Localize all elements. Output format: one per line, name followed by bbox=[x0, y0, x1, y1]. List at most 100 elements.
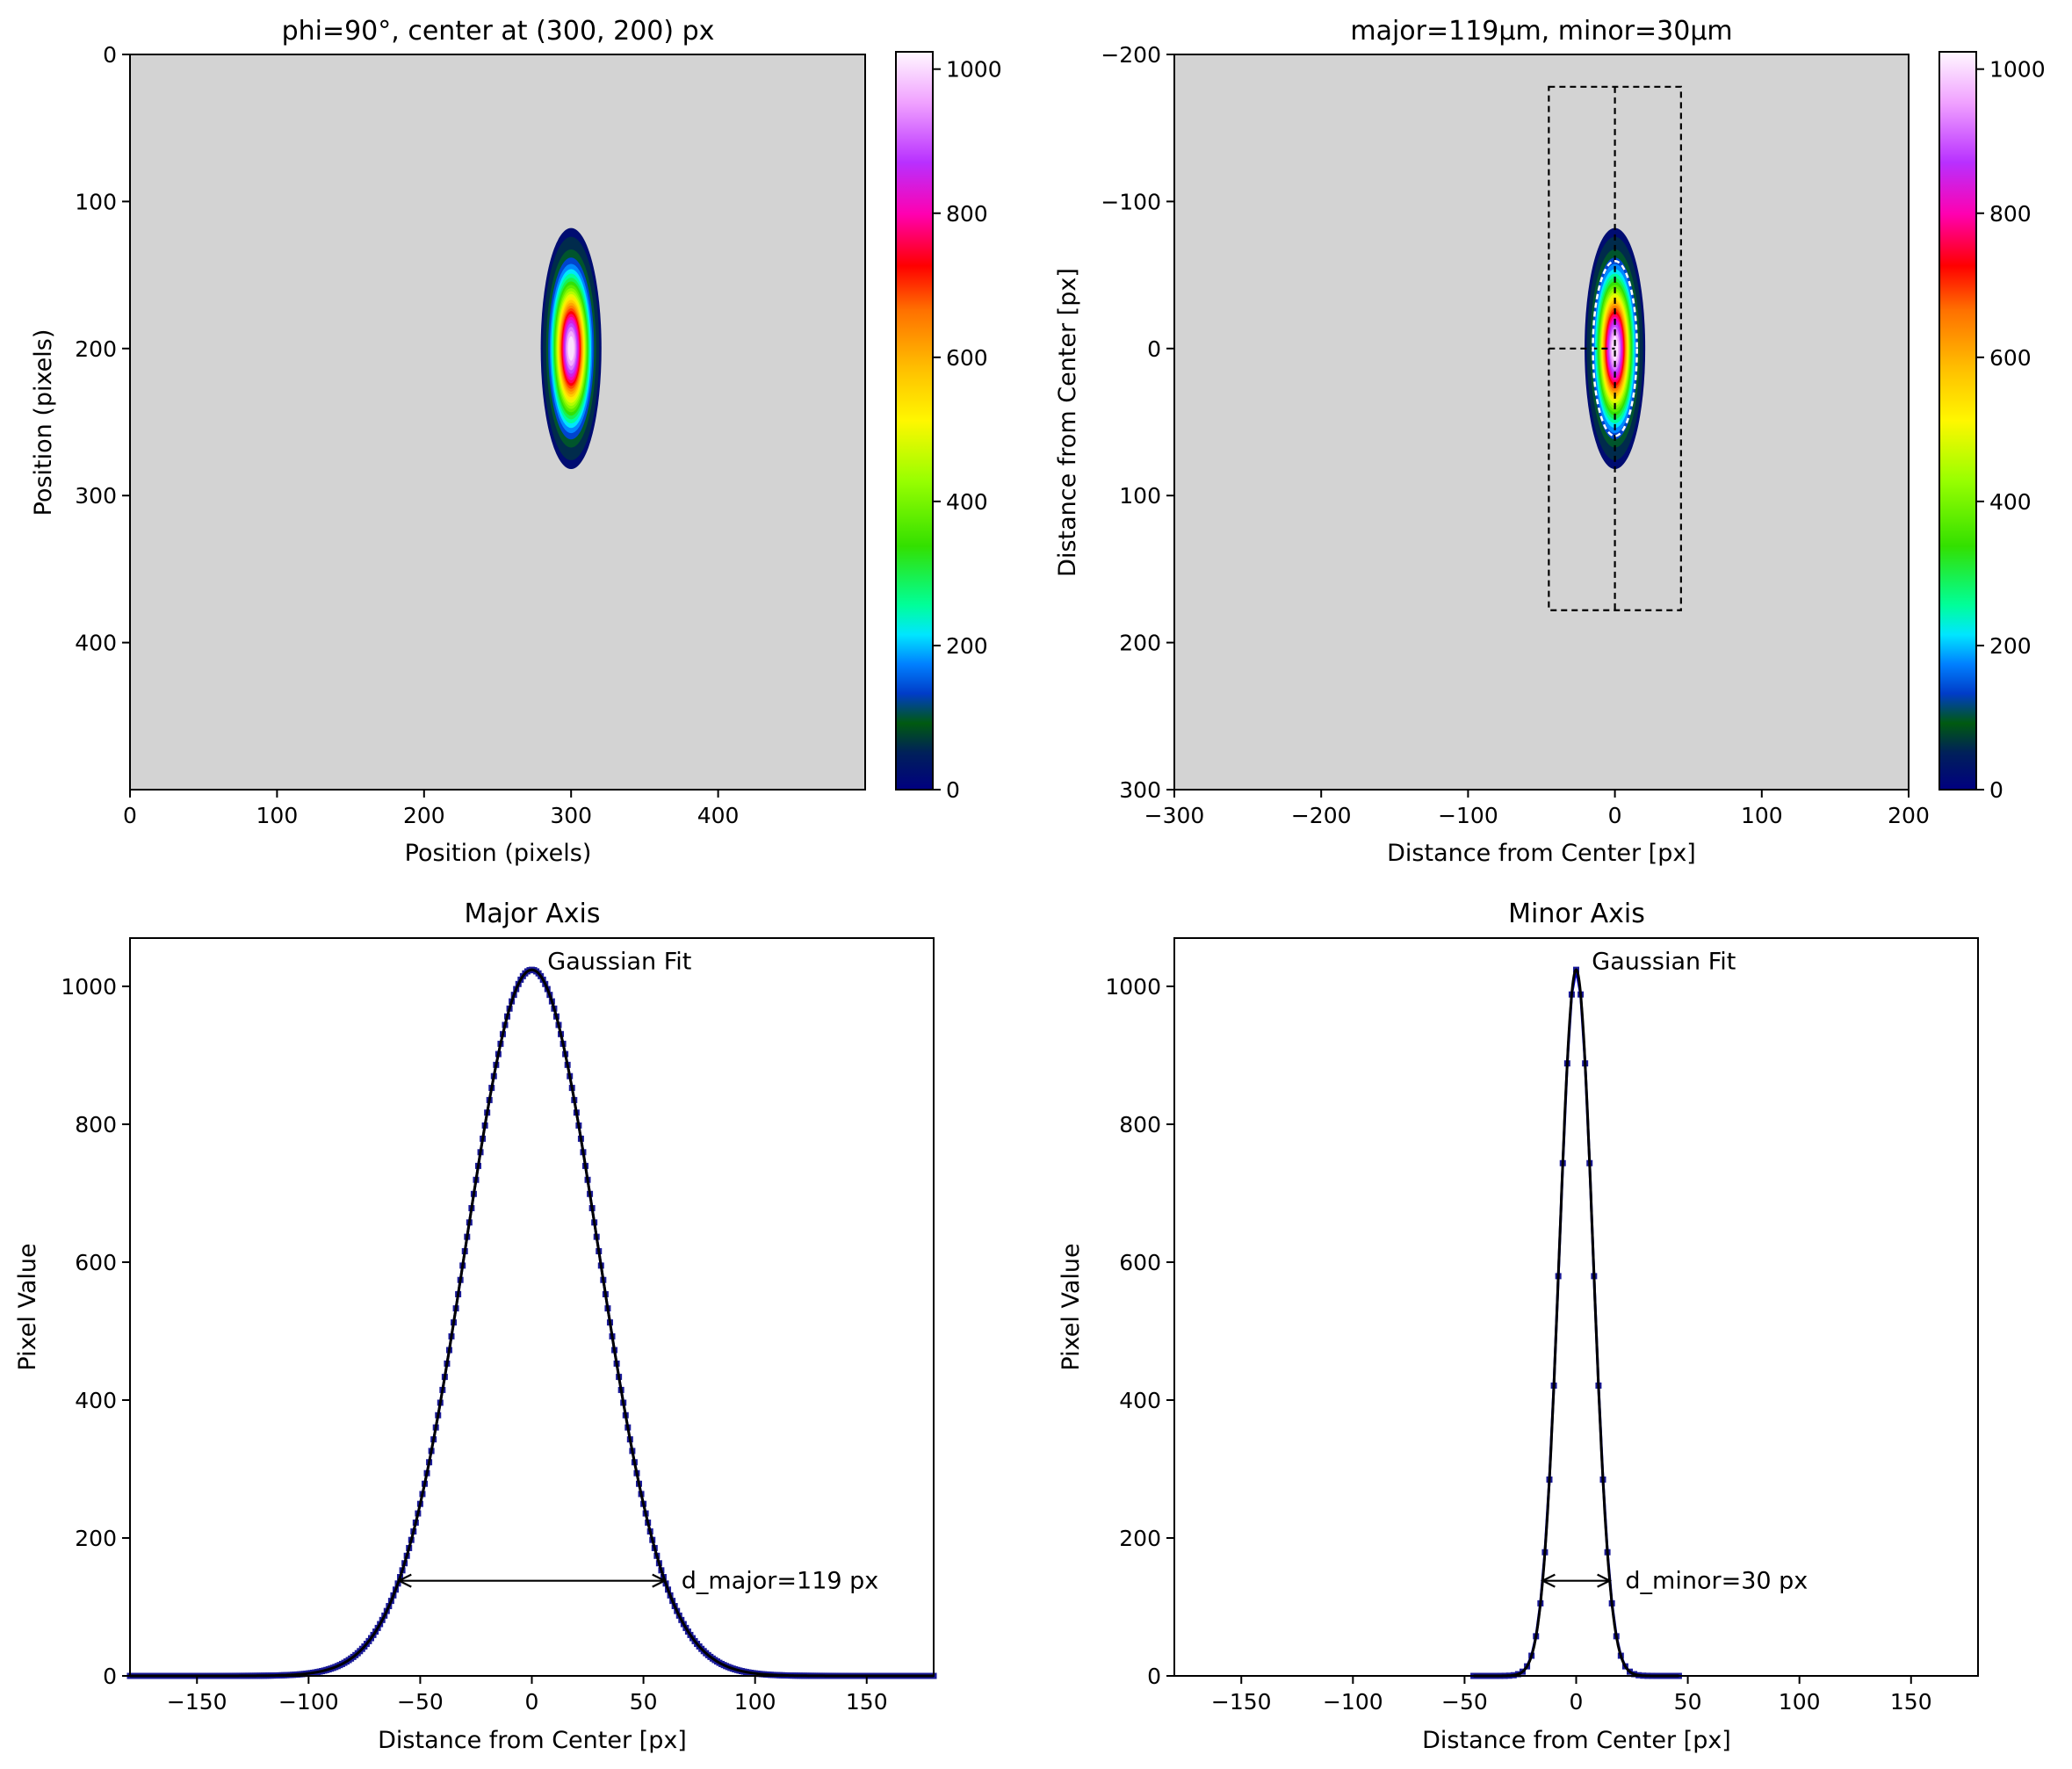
x-tick-label-2: −50 bbox=[397, 1689, 444, 1715]
colorbar-tick-label-5: 1000 bbox=[946, 57, 1002, 83]
y-tick-label-3: 100 bbox=[1119, 483, 1161, 509]
major-axis-diameter-label: d_major=119 px bbox=[682, 1568, 878, 1595]
heatmap-ctr-background bbox=[1174, 54, 1909, 790]
heatmap-ctr-ylabel: Distance from Center [px] bbox=[1054, 268, 1081, 577]
colorbar-tick-label-2: 400 bbox=[1989, 489, 2032, 515]
minor-axis-fit-label: Gaussian Fit bbox=[1592, 948, 1736, 975]
colorbar-tick-label-1: 200 bbox=[946, 633, 988, 659]
y-tick-label-0: 0 bbox=[103, 42, 117, 68]
y-tick-label-4: 400 bbox=[75, 631, 117, 656]
heatmap-abs-ticks: 0 100 200 300 400 0 100 200 300 400 bbox=[75, 42, 739, 828]
diameter-arrow-right-head bbox=[1597, 1573, 1613, 1588]
y-tick-label-2: 400 bbox=[1119, 1388, 1161, 1413]
x-tick-label-2: 200 bbox=[403, 803, 445, 828]
x-tick-label-3: 300 bbox=[550, 803, 592, 828]
x-tick-label-5: 100 bbox=[734, 1689, 776, 1715]
spot-contour-25 bbox=[567, 336, 574, 361]
panel-minor-axis-profile: Minor Axis −150 −100 −50 0 50 100 150 0 200 400 60… bbox=[1058, 899, 1979, 1754]
y-tick-label-4: 800 bbox=[1119, 1112, 1161, 1137]
major-axis-ticks: −150 −100 −50 0 50 100 150 0 200 400 600 800 1000 bbox=[61, 974, 887, 1715]
heatmap-abs-xlabel: Position (pixels) bbox=[405, 840, 592, 867]
x-tick-label-1: −100 bbox=[278, 1689, 339, 1715]
y-tick-label-1: 100 bbox=[75, 189, 117, 214]
y-tick-label-1: 200 bbox=[1119, 1526, 1161, 1551]
x-tick-label-2: −50 bbox=[1441, 1689, 1488, 1715]
colorbar-abs bbox=[895, 51, 934, 791]
x-tick-label-0: −300 bbox=[1144, 803, 1205, 828]
heatmap-abs-title: phi=90°, center at (300, 200) px bbox=[282, 16, 715, 47]
x-tick-label-0: −150 bbox=[167, 1689, 227, 1715]
y-tick-label-5: 1000 bbox=[61, 974, 117, 1000]
colorbar-tick-label-1: 200 bbox=[1989, 633, 2032, 659]
minor-axis-xlabel: Distance from Center [px] bbox=[1422, 1727, 1731, 1754]
x-tick-label-6: 150 bbox=[1890, 1689, 1932, 1715]
heatmap-abs-spot bbox=[540, 227, 602, 469]
x-tick-label-6: 150 bbox=[846, 1689, 888, 1715]
x-tick-label-4: 100 bbox=[1741, 803, 1783, 828]
major-axis-title: Major Axis bbox=[464, 899, 600, 929]
heatmap-abs-background bbox=[130, 54, 865, 790]
x-tick-label-0: −150 bbox=[1211, 1689, 1272, 1715]
x-tick-label-1: −100 bbox=[1323, 1689, 1383, 1715]
x-tick-label-4: 50 bbox=[630, 1689, 658, 1715]
y-tick-label-5: 300 bbox=[1119, 777, 1161, 803]
panel-major-axis-profile: Major Axis −150 −100 −50 0 50 100 150 0 200 400 60… bbox=[14, 899, 937, 1754]
x-tick-label-5: 200 bbox=[1888, 803, 1930, 828]
colorbar-abs-ticks: 0 200 400 600 800 1000 bbox=[933, 57, 1002, 803]
diameter-arrow-left-head bbox=[1540, 1573, 1556, 1588]
spot-contour-25 bbox=[1612, 336, 1619, 361]
y-tick-label-1: 200 bbox=[75, 1526, 117, 1551]
y-tick-label-0: −200 bbox=[1101, 42, 1161, 68]
diameter-arrow-right-head bbox=[652, 1573, 668, 1588]
heatmap-ctr-title: major=119μm, minor=30μm bbox=[1350, 16, 1732, 47]
major-axis-xlabel: Distance from Center [px] bbox=[378, 1727, 687, 1754]
colorbar-tick-label-4: 800 bbox=[946, 201, 988, 227]
y-tick-label-2: 200 bbox=[75, 336, 117, 362]
minor-axis-ylabel: Pixel Value bbox=[1058, 1243, 1085, 1370]
x-tick-label-3: 0 bbox=[1570, 1689, 1584, 1715]
minor-axis-ticks: −150 −100 −50 0 50 100 150 0 200 400 600 800 1000 bbox=[1105, 974, 1931, 1715]
colorbar-ctr-ticks: 0 200 400 600 800 1000 bbox=[1976, 57, 2046, 803]
y-tick-label-5: 1000 bbox=[1105, 974, 1161, 1000]
colorbar-tick-label-3: 600 bbox=[1989, 345, 2032, 371]
colorbar-tick-label-5: 1000 bbox=[1989, 57, 2046, 83]
heatmap-abs-ylabel: Position (pixels) bbox=[30, 329, 57, 516]
integration-rectangle-overlay bbox=[1548, 85, 1682, 611]
heatmap-abs-frame bbox=[129, 54, 866, 791]
minor-axis-title: Minor Axis bbox=[1508, 899, 1645, 929]
panel-heatmap-absolute: phi=90°, center at (300, 200) px 0 100 200… bbox=[30, 16, 1002, 867]
heatmap-ctr-frame bbox=[1173, 54, 1910, 791]
x-tick-label-4: 400 bbox=[697, 803, 740, 828]
x-tick-label-3: 0 bbox=[525, 1689, 539, 1715]
major-axis-ylabel: Pixel Value bbox=[14, 1243, 41, 1370]
y-tick-label-3: 300 bbox=[75, 483, 117, 509]
major-axis-plot-area bbox=[130, 938, 934, 1676]
minor-axis-plot-area bbox=[1174, 938, 1978, 1676]
y-tick-label-3: 600 bbox=[75, 1250, 117, 1275]
colorbar-tick-label-4: 800 bbox=[1989, 201, 2032, 227]
colorbar-tick-label-3: 600 bbox=[946, 345, 988, 371]
y-tick-label-0: 0 bbox=[1147, 1664, 1161, 1689]
y-tick-label-2: 0 bbox=[1147, 336, 1161, 362]
y-tick-label-3: 600 bbox=[1119, 1250, 1161, 1275]
fwhm-ellipse bbox=[1592, 259, 1638, 437]
heatmap-ctr-ticks: −300 −200 −100 0 100 200 −200 −100 0 100 200 300 bbox=[1101, 42, 1930, 828]
panel-heatmap-centered: major=119μm, minor=30μm −300 −200 −100 0 100… bbox=[1054, 16, 2046, 867]
x-tick-label-4: 50 bbox=[1674, 1689, 1702, 1715]
x-tick-label-1: −200 bbox=[1291, 803, 1352, 828]
minor-axis-diameter-label: d_minor=30 px bbox=[1625, 1568, 1808, 1595]
y-tick-label-0: 0 bbox=[103, 1664, 117, 1689]
y-tick-label-2: 400 bbox=[75, 1388, 117, 1413]
colorbar-tick-label-0: 0 bbox=[946, 777, 960, 803]
colorbar-tick-label-2: 400 bbox=[946, 489, 988, 515]
heatmap-ctr-xlabel: Distance from Center [px] bbox=[1387, 840, 1696, 867]
major-axis-fit-label: Gaussian Fit bbox=[547, 948, 691, 975]
x-tick-label-0: 0 bbox=[123, 803, 137, 828]
y-tick-label-4: 800 bbox=[75, 1112, 117, 1137]
diameter-arrow-left-head bbox=[396, 1573, 412, 1588]
x-tick-label-5: 100 bbox=[1779, 1689, 1821, 1715]
x-tick-label-3: 0 bbox=[1608, 803, 1622, 828]
x-tick-label-2: −100 bbox=[1438, 803, 1498, 828]
colorbar-ctr bbox=[1938, 51, 1977, 791]
